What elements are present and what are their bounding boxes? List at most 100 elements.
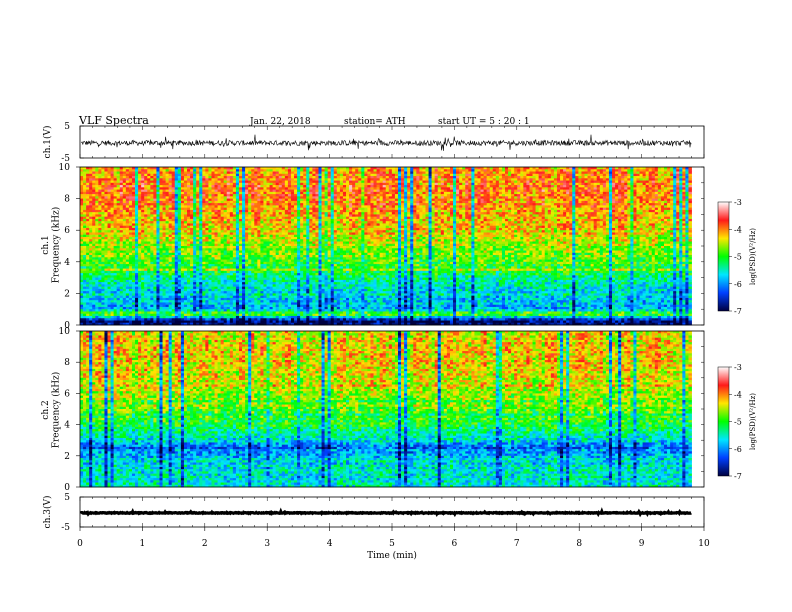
spectrogram-cell bbox=[168, 169, 173, 172]
spectrogram-cell bbox=[183, 252, 188, 256]
spectrogram-cell bbox=[220, 302, 225, 306]
spectrogram-cell bbox=[144, 167, 148, 170]
spectrogram-cell bbox=[223, 241, 228, 245]
spectrogram-cell bbox=[208, 194, 212, 197]
spectrogram-cell bbox=[177, 284, 182, 288]
spectrogram-cell bbox=[162, 187, 167, 190]
spectrogram-cell bbox=[180, 169, 185, 172]
spectrogram-cell bbox=[190, 255, 194, 258]
spectrogram-cell bbox=[128, 169, 133, 172]
spectrogram-cell bbox=[168, 286, 173, 290]
spectrogram-cell bbox=[159, 243, 163, 247]
spectrogram-cell bbox=[113, 196, 118, 199]
spectrogram-cell bbox=[232, 318, 237, 321]
spectrogram-cell bbox=[217, 291, 222, 294]
spectrogram-cell bbox=[162, 243, 167, 247]
spectrogram-cell bbox=[92, 200, 96, 204]
spectrogram-cell bbox=[119, 288, 124, 292]
spectrogram-cell bbox=[205, 302, 209, 306]
spectrogram-cell bbox=[122, 246, 127, 249]
spectrogram-cell bbox=[89, 236, 93, 240]
spectrogram-cell bbox=[122, 241, 127, 245]
spectrogram-cell bbox=[217, 273, 222, 276]
spectrogram-cell bbox=[223, 196, 228, 199]
spectrogram-cell bbox=[153, 291, 157, 294]
spectrogram-cell bbox=[141, 203, 145, 206]
spectrogram-cell bbox=[171, 320, 176, 324]
spectrogram-cell bbox=[232, 187, 237, 190]
spectrogram-cell bbox=[141, 216, 145, 220]
spectrogram-cell bbox=[135, 293, 139, 297]
spectrogram-cell bbox=[113, 167, 118, 170]
spectrogram-cell bbox=[229, 232, 234, 236]
spectrogram-cell bbox=[135, 288, 139, 292]
spectrogram-cell bbox=[156, 255, 160, 258]
spectrogram-cell bbox=[235, 194, 240, 197]
spectrogram-cell bbox=[159, 264, 163, 267]
spectrogram-cell bbox=[193, 261, 197, 265]
spectrogram-cell bbox=[144, 209, 148, 213]
spectrogram-cell bbox=[107, 248, 111, 251]
spectrogram-cell bbox=[208, 243, 212, 247]
spectrogram-cell bbox=[119, 212, 124, 215]
spectrogram-cell bbox=[128, 288, 133, 292]
spectrogram-cell bbox=[98, 223, 102, 227]
spectrogram-cell bbox=[86, 236, 90, 240]
spectrogram-cell bbox=[162, 288, 167, 292]
spectrogram-cell bbox=[95, 279, 99, 283]
spectrogram-cell bbox=[211, 241, 215, 245]
spectrogram-cell bbox=[107, 300, 111, 303]
spectrogram-cell bbox=[226, 259, 231, 263]
spectrogram-cell bbox=[89, 230, 93, 233]
spectrogram-cell bbox=[226, 169, 231, 172]
spectrogram-cell bbox=[144, 221, 148, 224]
spectrogram-cell bbox=[116, 309, 121, 312]
spectrogram-cell bbox=[107, 257, 111, 260]
spectrogram-cell bbox=[101, 315, 105, 319]
spectrogram-cell bbox=[174, 180, 179, 184]
spectrogram-cell bbox=[153, 223, 157, 227]
spectrogram-cell bbox=[150, 315, 154, 319]
spectrogram-cell bbox=[144, 286, 148, 290]
spectrogram-cell bbox=[122, 295, 127, 299]
spectrogram-cell bbox=[86, 167, 90, 170]
spectrogram-cell bbox=[104, 225, 108, 229]
spectrogram-cell bbox=[235, 167, 240, 170]
spectrogram-cell bbox=[150, 311, 154, 315]
spectrogram-cell bbox=[171, 279, 176, 283]
spectrogram-cell bbox=[217, 171, 222, 175]
spectrogram-cell bbox=[131, 309, 136, 312]
spectrogram-cell bbox=[217, 196, 222, 199]
spectrogram-cell bbox=[229, 171, 234, 175]
spectrogram-cell bbox=[229, 191, 234, 195]
spectrogram-cell bbox=[110, 266, 115, 269]
spectrogram-cell bbox=[211, 218, 215, 222]
spectrogram-cell bbox=[211, 282, 215, 285]
spectrogram-cell bbox=[177, 239, 182, 242]
spectrogram-cell bbox=[107, 268, 111, 272]
spectrogram-cell bbox=[86, 212, 90, 215]
spectrogram-cell bbox=[138, 297, 142, 301]
spectrogram-cell bbox=[232, 300, 237, 303]
spectrogram-cell bbox=[119, 259, 124, 263]
spectrogram-cell bbox=[141, 261, 145, 265]
spectrogram-cell bbox=[162, 196, 167, 199]
spectrogram-cell bbox=[153, 270, 157, 274]
spectrogram-cell bbox=[80, 252, 84, 256]
spectrogram-cell bbox=[113, 268, 118, 272]
spectrogram-cell bbox=[202, 259, 206, 263]
spectrogram-cell bbox=[208, 167, 212, 170]
spectrogram-cell bbox=[208, 266, 212, 269]
spectrogram-cell bbox=[119, 284, 124, 288]
spectrogram-cell bbox=[226, 300, 231, 303]
spectrogram-cell bbox=[153, 284, 157, 288]
spectrogram-cell bbox=[168, 275, 173, 278]
spectrogram-cell bbox=[205, 196, 209, 199]
spectrogram-cell bbox=[226, 187, 231, 190]
spectrogram-cell bbox=[190, 207, 194, 211]
spectrogram-cell bbox=[190, 180, 194, 184]
spectrogram-cell bbox=[144, 214, 148, 218]
spectrogram-cell bbox=[180, 293, 185, 297]
spectrogram-cell bbox=[98, 257, 102, 260]
spectrogram-cell bbox=[83, 252, 87, 256]
